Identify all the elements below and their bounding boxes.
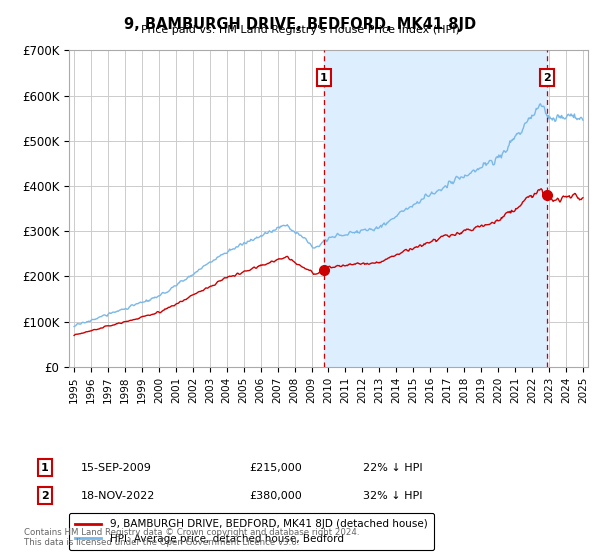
Text: Contains HM Land Registry data © Crown copyright and database right 2024.
This d: Contains HM Land Registry data © Crown c… [24,528,359,547]
Text: Price paid vs. HM Land Registry's House Price Index (HPI): Price paid vs. HM Land Registry's House … [140,25,460,35]
Text: 2: 2 [41,491,49,501]
Text: 9, BAMBURGH DRIVE, BEDFORD, MK41 8JD: 9, BAMBURGH DRIVE, BEDFORD, MK41 8JD [124,17,476,32]
Text: £215,000: £215,000 [249,463,302,473]
Text: 1: 1 [41,463,49,473]
Legend: 9, BAMBURGH DRIVE, BEDFORD, MK41 8JD (detached house), HPI: Average price, detac: 9, BAMBURGH DRIVE, BEDFORD, MK41 8JD (de… [69,513,434,550]
Text: 15-SEP-2009: 15-SEP-2009 [81,463,152,473]
Bar [324,50,547,367]
Text: 1: 1 [320,73,328,82]
Text: 18-NOV-2022: 18-NOV-2022 [81,491,155,501]
Text: £380,000: £380,000 [249,491,302,501]
Text: 22% ↓ HPI: 22% ↓ HPI [363,463,422,473]
Text: 2: 2 [543,73,551,82]
Text: 32% ↓ HPI: 32% ↓ HPI [363,491,422,501]
